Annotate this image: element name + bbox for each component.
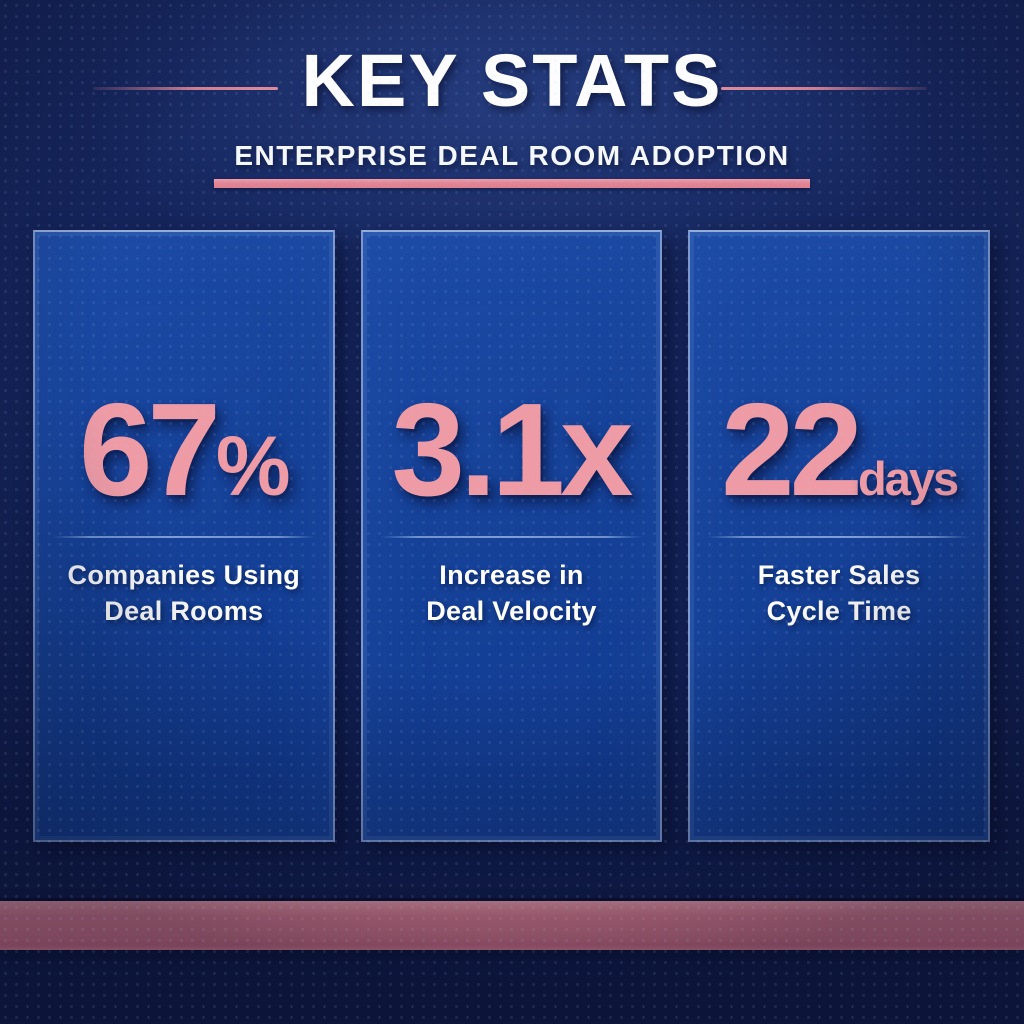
- page-title: KEY STATS: [301, 39, 723, 122]
- stat-label-line2: Cycle Time: [766, 595, 912, 626]
- stat-label-line1: Companies Using: [67, 560, 301, 590]
- stat-card-increase-in-deal-velocity: 3.1x Increase in Deal Velocity: [360, 230, 663, 842]
- bottom-accent-stripe: [0, 901, 1024, 950]
- stat-divider: [52, 536, 315, 538]
- page-subtitle: ENTERPRISE DEAL ROOM ADOPTION: [234, 140, 790, 171]
- stat-unit: %: [215, 419, 291, 513]
- stat-label-line1: Faster Sales: [757, 560, 921, 590]
- stat-divider: [380, 536, 643, 538]
- stat-value: 22days: [721, 384, 959, 516]
- stat-label-line1: Increase in: [439, 560, 584, 590]
- stat-number: 22: [721, 376, 863, 523]
- stat-number: 3.1: [391, 376, 565, 523]
- stat-label: Companies Using Deal Rooms: [68, 558, 301, 629]
- stat-cards-row: 67% Companies Using Deal Rooms 3.1x Incre…: [33, 230, 990, 842]
- stat-unit: x: [560, 376, 633, 523]
- stat-unit: days: [858, 452, 959, 505]
- title-dash-right-decoration: [721, 87, 927, 90]
- stat-label-line2: Deal Velocity: [426, 595, 597, 626]
- stat-label: Faster Sales Cycle Time: [758, 558, 921, 629]
- stat-divider: [708, 536, 971, 538]
- stat-card-companies-using-deal-rooms: 67% Companies Using Deal Rooms: [33, 230, 335, 842]
- stat-value: 67%: [79, 384, 291, 516]
- stat-card-faster-sales-cycle-time: 22days Faster Sales Cycle Time: [688, 230, 990, 842]
- stat-label-line2: Deal Rooms: [104, 595, 264, 626]
- stat-label: Increase in Deal Velocity: [426, 558, 597, 629]
- stat-value: 3.1x: [392, 384, 634, 516]
- subtitle-underline-decoration: [214, 179, 810, 188]
- title-dash-left-decoration: [93, 87, 278, 90]
- header: KEY STATS ENTERPRISE DEAL ROOM ADOPTION: [0, 0, 1024, 188]
- stat-number: 67: [79, 376, 221, 523]
